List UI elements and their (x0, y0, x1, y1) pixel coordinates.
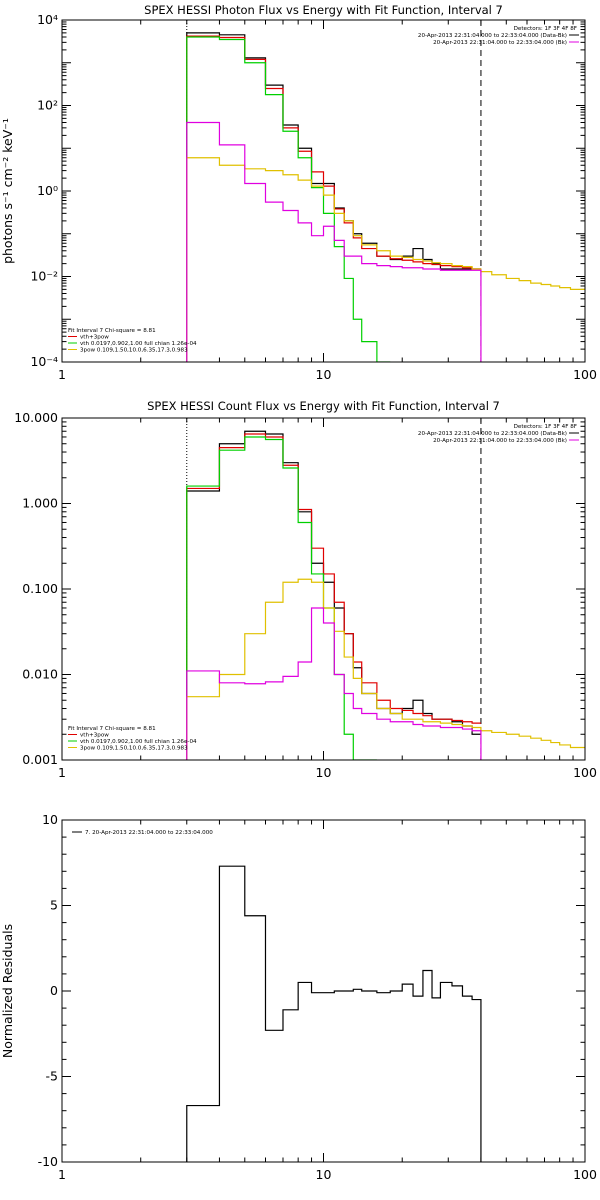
legend-detectors: Detectors: 1F 3F 4F 8F (514, 26, 577, 32)
data-area (186, 430, 585, 760)
y-tick-label: 5 (50, 898, 58, 913)
x-tick-label: 1 (58, 765, 66, 780)
ticks (61, 819, 585, 1163)
legend-fit-text: vth 0.0197,0.902,1.00 full chian 1.26e-0… (80, 341, 197, 347)
panel-3: 1 10 100 -10 -5 0 5 10 Normalized Residuals 7. 20… (0, 812, 597, 1182)
y-tick-label: 10.000 (14, 410, 58, 425)
plot-frame (61, 819, 586, 1163)
legend-interval-text: 7. 20-Apr-2013 22:31:04.000 to 22:33:04.… (85, 830, 213, 836)
y-tick-label: 10² (37, 98, 58, 113)
y-tick-label: 0.100 (22, 581, 58, 596)
panel-1: SPEX HESSI Photon Flux vs Energy with Fi… (0, 3, 597, 382)
legend-entry-text: 20-Apr-2013 22:31:04.000 to 22:33:04.000… (418, 33, 567, 39)
x-tick-label: 100 (573, 1167, 597, 1182)
y-tick-label: -10 (38, 1154, 58, 1169)
plot-frame (61, 19, 586, 363)
legend-fit-text: vth 0.0197,0.902,1.00 full chian 1.26e-0… (80, 739, 197, 745)
y-tick-label: 0.010 (22, 667, 58, 682)
y-tick-label: -5 (46, 1069, 58, 1084)
series-1-step (186, 433, 481, 760)
series-4-step (186, 607, 482, 760)
y-tick-label: 0.001 (22, 752, 58, 767)
legend-fit-text: 3pow 0.109,1.50,10.0,6.35,17.3,0.983 (80, 348, 188, 354)
legend-entry-text: 20-Apr-2013 22:31:04.000 to 22:33:04.000… (418, 431, 567, 437)
chart-title: SPEX HESSI Count Flux vs Energy with Fit… (147, 399, 500, 413)
series-3-step (186, 157, 585, 362)
y-tick-label: 10⁴ (37, 12, 58, 27)
legend-fit-text: 3pow 0.109,1.50,10.0,6.35,17.3,0.983 (80, 746, 188, 752)
legend-entry-text: 20-Apr-2013 22:31:04.000 to 22:33:04.000… (433, 40, 567, 46)
series-3-step (186, 578, 585, 760)
legend-fit-header: Fit Interval 7 Chi-square = 8.81 (68, 328, 156, 334)
x-tick-label: 1 (58, 1167, 66, 1182)
x-tick-label: 1 (58, 367, 66, 382)
data-area (186, 32, 585, 362)
x-tick-label: 100 (573, 367, 597, 382)
y-tick-label: 10⁰ (37, 183, 58, 198)
y-axis-label: Normalized Residuals (0, 924, 15, 1058)
y-tick-label: 10⁻² (30, 269, 58, 284)
x-tick-label: 10 (316, 367, 332, 382)
y-tick-label: 10⁻⁴ (30, 354, 58, 369)
legend-fit-text: vth+3pow (80, 733, 109, 739)
chart-title: SPEX HESSI Photon Flux vs Energy with Fi… (144, 3, 503, 17)
legend-entry-text: 20-Apr-2013 22:31:04.000 to 22:33:04.000… (433, 438, 567, 444)
legend-fit-header: Fit Interval 7 Chi-square = 8.81 (68, 726, 156, 732)
series-2-step (186, 436, 377, 760)
x-tick-label: 10 (316, 765, 332, 780)
data-area (186, 865, 482, 1162)
ticks (61, 20, 585, 363)
y-tick-label: 10 (42, 812, 58, 827)
plot-frame (61, 417, 586, 761)
series-4-step (186, 121, 482, 362)
series-2-step (186, 36, 391, 362)
legend-detectors: Detectors: 1F 3F 4F 8F (514, 424, 577, 430)
y-tick-label: 1.000 (22, 496, 58, 511)
ticks (61, 418, 585, 761)
x-tick-label: 10 (316, 1167, 332, 1182)
y-tick-label: 0 (50, 983, 58, 998)
panel-2: SPEX HESSI Count Flux vs Energy with Fit… (14, 399, 597, 780)
y-axis-label: photons s⁻¹ cm⁻² keV⁻¹ (0, 118, 15, 264)
legend-fit-text: vth+3pow (80, 335, 109, 341)
x-tick-label: 100 (573, 765, 597, 780)
series-0-step (186, 865, 482, 1162)
